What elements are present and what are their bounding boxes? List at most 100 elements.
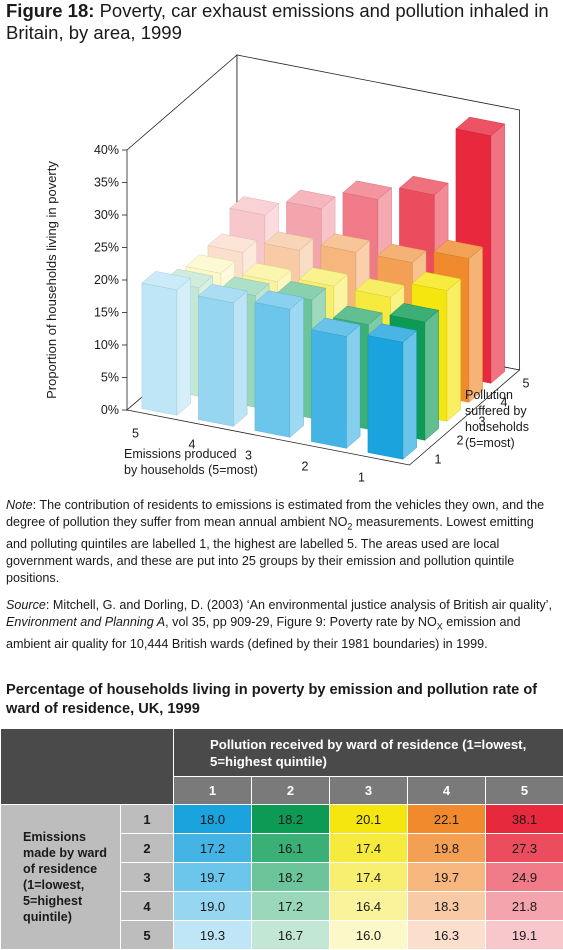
table-corner (1, 729, 174, 805)
y-tick-label: 15% (94, 306, 119, 320)
table-row-label: 5 (121, 921, 174, 950)
figure-title: Figure 18: Poverty, car exhaust emission… (6, 0, 561, 44)
pollution-axis-title: households (465, 420, 529, 434)
table-cell: 20.1 (330, 805, 408, 834)
bar-front (198, 296, 233, 426)
table-title: Percentage of households living in pover… (6, 681, 558, 719)
pollution-axis-title: suffered by (465, 404, 527, 418)
table-row-header-line: (1=lowest, (23, 877, 120, 893)
bar-chart-3d: 0% 5% 10% 15% 20% 25% 30% 35% 40% Proportion of h… (0, 48, 563, 488)
bar-side (290, 298, 304, 438)
y-tick-label: 0% (101, 403, 119, 417)
table-col-header-line2: 5=highest quintile) (210, 754, 327, 769)
y-tick-label: 40% (94, 143, 119, 157)
figure-label: Figure 18: (6, 0, 94, 21)
bar-e4-p1 (198, 284, 247, 426)
table-cell: 18.0 (174, 805, 252, 834)
y-tick-label: 30% (94, 208, 119, 222)
table-cell: 19.8 (408, 834, 486, 863)
table-cell: 16.4 (330, 892, 408, 921)
table-cell: 17.2 (174, 834, 252, 863)
table-cell: 21.8 (486, 892, 563, 921)
source-journal: Environment and Planning A (6, 615, 165, 629)
emission-axis-title: by households (5=most) (124, 463, 258, 477)
table-row-label: 1 (121, 805, 174, 834)
y-tick-label: 35% (94, 176, 119, 190)
bar-front (368, 336, 403, 460)
table-cell: 17.4 (330, 834, 408, 863)
source-text-1: : Mitchell, G. and Dorling, D. (2003) ‘A… (46, 598, 552, 612)
bar-side (403, 331, 417, 460)
emission-tick-label: 2 (301, 460, 308, 474)
pollution-tick-label: 1 (435, 453, 442, 467)
bar-e2-p1 (311, 318, 360, 448)
table-col-header: Pollution received by ward of residence … (174, 729, 563, 777)
emission-tick-label: 3 (245, 449, 252, 463)
table-cell: 17.2 (252, 892, 330, 921)
bar-side (447, 279, 461, 421)
table-row-header-line: quintile) (23, 909, 120, 925)
table-col-header-line1: Pollution received by ward of residence … (210, 737, 526, 752)
emission-tick-label: 1 (358, 471, 365, 485)
table-row-label: 2 (121, 834, 174, 863)
source: Source: Mitchell, G. and Dorling, D. (20… (6, 597, 558, 653)
table-cell: 24.9 (486, 863, 563, 892)
table-cell: 18.2 (252, 805, 330, 834)
table-cell: 16.7 (252, 921, 330, 950)
bar-side (346, 325, 360, 449)
table-row-label: 3 (121, 863, 174, 892)
bar-front (142, 283, 177, 415)
bar-e1-p1 (368, 324, 417, 460)
table-cell: 18.2 (252, 863, 330, 892)
bar-side (177, 278, 191, 415)
y-tick-label: 25% (94, 241, 119, 255)
table-cell: 19.1 (486, 921, 563, 950)
table-col-4: 4 (408, 777, 486, 805)
table-cell: 16.0 (330, 921, 408, 950)
table-cell: 19.0 (174, 892, 252, 921)
y-tick-label: 10% (94, 338, 119, 352)
bar-front (255, 302, 290, 437)
pollution-tick-label: 5 (523, 377, 530, 391)
table-col-2: 2 (252, 777, 330, 805)
emission-tick-label: 5 (132, 427, 139, 441)
table-cell: 19.3 (174, 921, 252, 950)
table-row-header-line: made by ward (23, 845, 120, 861)
bar-side (233, 291, 247, 426)
bar-side (425, 310, 439, 440)
table-row-header-line: of residence (23, 861, 120, 877)
table-cell: 16.1 (252, 834, 330, 863)
bar-side (491, 124, 505, 383)
pollution-tick-label: 2 (457, 434, 464, 448)
note-label: Note (6, 498, 33, 512)
table-cell: 16.3 (408, 921, 486, 950)
table-cell: 19.7 (408, 863, 486, 892)
y-axis-title: Proportion of households living in pover… (44, 161, 59, 399)
table-row-header-line: 5=highest (23, 893, 120, 909)
table-col-5: 5 (486, 777, 563, 805)
table-cell: 22.1 (408, 805, 486, 834)
bar-front (311, 330, 346, 449)
bar-side (469, 247, 483, 402)
table-col-3: 3 (330, 777, 408, 805)
bar-e5-p1 (142, 271, 191, 415)
pollution-axis-title: (5=most) (465, 436, 515, 450)
table-row-header-line: Emissions (23, 829, 120, 845)
source-text-2: , vol 35, pp 909-29, Figure 9: Poverty r… (165, 615, 437, 629)
table-col-1: 1 (174, 777, 252, 805)
pollution-axis-title: Pollution (465, 388, 513, 402)
y-tick-label: 20% (94, 273, 119, 287)
poverty-table: Pollution received by ward of residence … (0, 728, 563, 950)
table-cell: 18.3 (408, 892, 486, 921)
note: Note: The contribution of residents to e… (6, 497, 558, 587)
table-cell: 19.7 (174, 863, 252, 892)
table-cell: 38.1 (486, 805, 563, 834)
table-cell: 27.3 (486, 834, 563, 863)
emission-axis-title: Emissions produced (124, 447, 237, 461)
bar-e3-p1 (255, 291, 304, 438)
table-cell: 17.4 (330, 863, 408, 892)
y-tick-label: 5% (101, 371, 119, 385)
source-label: Source (6, 598, 46, 612)
